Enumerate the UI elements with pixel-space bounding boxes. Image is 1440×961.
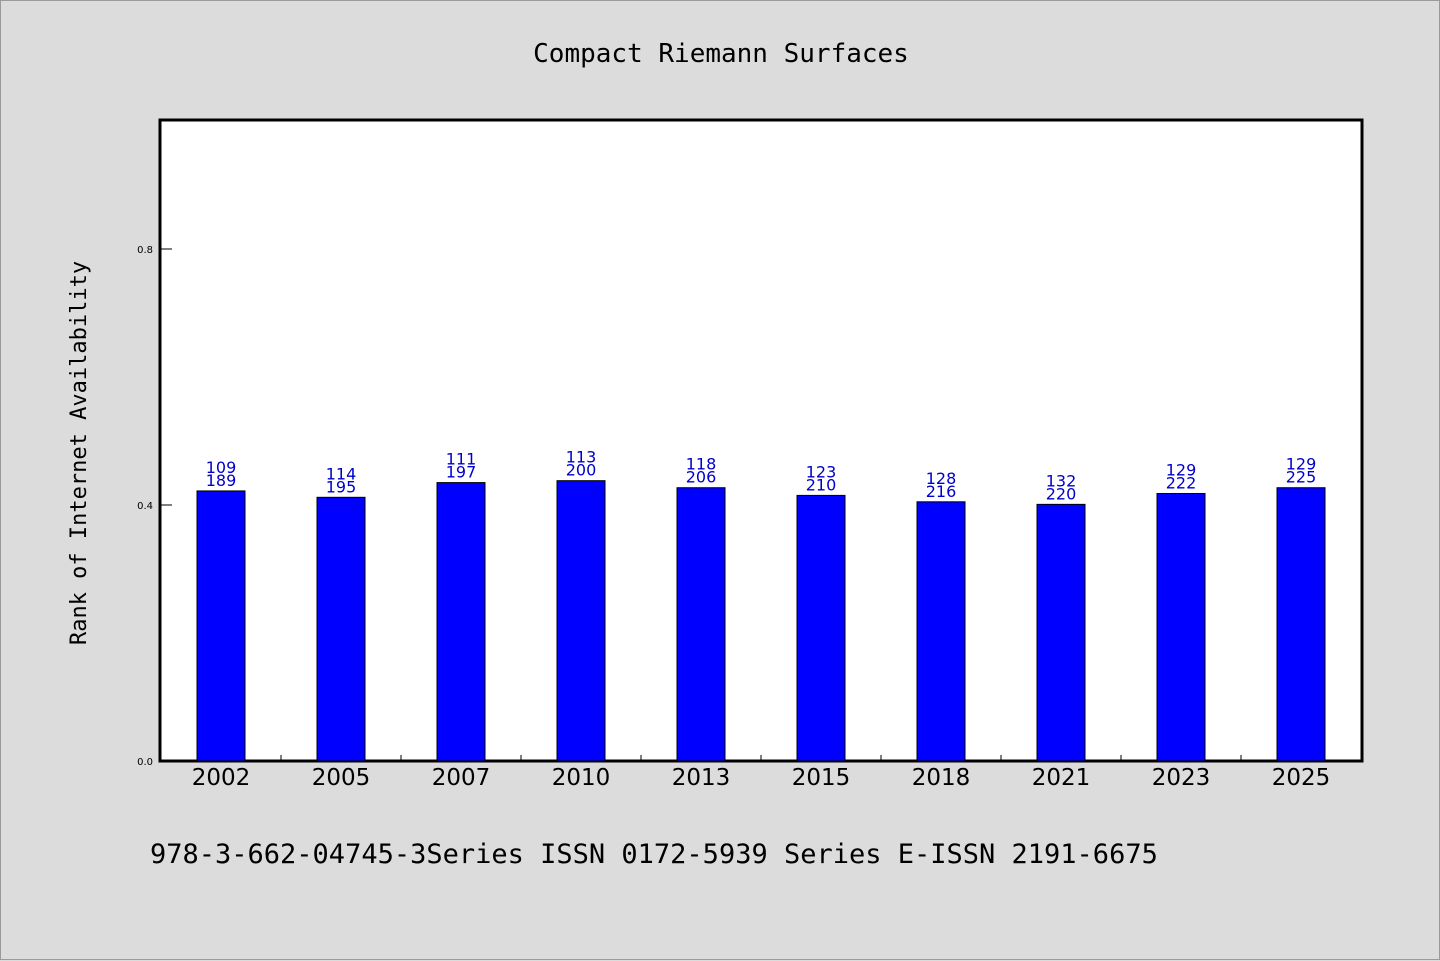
data-label-top: 113 (566, 448, 597, 467)
data-label-top: 118 (686, 455, 717, 474)
x-tick-label: 2023 (1152, 765, 1211, 791)
data-label-top: 114 (326, 464, 357, 483)
data-label-top: 129 (1286, 455, 1317, 474)
bar-2013 (676, 487, 726, 762)
x-tick-label: 2002 (192, 765, 251, 791)
data-label-bottom: 225 (1286, 468, 1317, 487)
data-label-bottom: 195 (326, 477, 357, 496)
x-axis: 2002 2005 2007 2010 2013 2015 2018 2021 2023 2025 (192, 755, 1331, 791)
data-label-bottom: 216 (926, 482, 957, 501)
bar-2021 (1036, 503, 1086, 762)
data-label-top: 111 (446, 450, 477, 469)
data-label-bottom: 200 (566, 461, 597, 480)
x-tick-label: 2025 (1272, 765, 1331, 791)
data-label-bottom: 197 (446, 463, 477, 482)
x-tick-label: 2010 (552, 765, 611, 791)
data-label-bottom: 222 (1166, 473, 1197, 492)
data-label-top: 123 (806, 462, 837, 481)
y-axis-label: Rank of Internet Availability (67, 261, 92, 645)
y-tick-label: 0.4 (137, 501, 153, 512)
data-label-top: 128 (926, 469, 957, 488)
chart-title: Compact Riemann Surfaces (533, 39, 909, 69)
bar-2023 (1156, 492, 1206, 762)
bar-2007 (436, 482, 486, 762)
bar-2025 (1276, 487, 1326, 762)
x-tick-label: 2007 (432, 765, 491, 791)
x-tick-label: 2018 (912, 765, 971, 791)
bar-2010 (556, 480, 606, 762)
y-tick-label: 0.8 (137, 245, 153, 256)
data-label-top: 109 (206, 458, 237, 477)
bar-2005 (316, 496, 366, 762)
x-tick-label: 2005 (312, 765, 371, 791)
data-label-top: 129 (1166, 460, 1197, 479)
x-tick-label: 2015 (792, 765, 851, 791)
bar-2015 (796, 494, 846, 762)
footer-isbn-issn: 978-3-662-04745-3Series ISSN 0172-5939 S… (150, 839, 1158, 870)
data-label-top: 132 (1046, 471, 1077, 490)
bar-2002 (196, 490, 246, 762)
y-axis: 0.0 0.4 0.8 (137, 245, 172, 768)
data-label-bottom: 210 (806, 475, 837, 494)
bar-2018 (916, 501, 966, 762)
x-tick-label: 2013 (672, 765, 731, 791)
x-tick-label: 2021 (1032, 765, 1091, 791)
bar-series (196, 480, 1326, 762)
data-label-bottom: 206 (686, 468, 717, 487)
data-label-bottom: 189 (206, 471, 237, 490)
data-label-bottom: 220 (1046, 484, 1077, 503)
y-tick-label: 0.0 (137, 757, 153, 768)
